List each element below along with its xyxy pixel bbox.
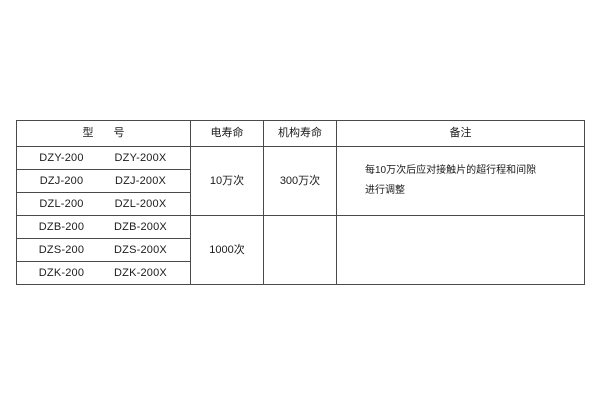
table-row: DZJ-200 DZJ-200X [16, 169, 585, 193]
model-pair: DZB-200 DZB-200X [17, 216, 190, 238]
cell-model: DZJ-200 DZJ-200X [16, 169, 191, 193]
cell-model: DZS-200 DZS-200X [16, 238, 191, 262]
spec-table-container: 型号 电寿命 机构寿命 备注 DZY-200 DZY-200X 10万次 [16, 120, 585, 285]
cell-model: DZB-200 DZB-200X [16, 215, 191, 239]
model-code-variant: DZS-200X [114, 243, 167, 256]
cell-electrical-life-group-2: 1000次 [190, 215, 264, 285]
model-code-primary: DZS-200 [38, 243, 85, 256]
header-cell-model: 型号 [16, 120, 191, 147]
model-pair: DZK-200 DZK-200X [17, 262, 190, 284]
model-pair: DZY-200 DZY-200X [17, 147, 190, 169]
table-row: DZS-200 DZS-200X [16, 238, 585, 262]
header-label-model: 型号 [83, 127, 125, 139]
table-header-row: 型号 电寿命 机构寿命 备注 [16, 120, 585, 147]
table-row: DZL-200 DZL-200X [16, 192, 585, 216]
table-row: DZK-200 DZK-200X [16, 261, 585, 285]
model-code-variant: DZB-200X [114, 220, 167, 233]
model-code-primary: DZB-200 [38, 220, 85, 233]
relay-specification-table: 型号 电寿命 机构寿命 备注 DZY-200 DZY-200X 10万次 [16, 120, 585, 285]
header-cell-electrical-life: 电寿命 [190, 120, 264, 147]
model-pair: DZL-200 DZL-200X [17, 193, 190, 215]
header-cell-remark: 备注 [336, 120, 585, 147]
model-pair: DZJ-200 DZJ-200X [17, 170, 190, 192]
table-row: DZY-200 DZY-200X 10万次 300万次 每10万次后应对接触片的… [16, 146, 585, 216]
model-code-variant: DZL-200X [114, 197, 167, 210]
cell-remark-group-1: 每10万次后应对接触片的超行程和间隙 进行调整 [336, 146, 585, 216]
model-code-primary: DZK-200 [38, 266, 85, 279]
model-code-variant: DZK-200X [114, 266, 167, 279]
cell-model: DZY-200 DZY-200X [16, 146, 191, 170]
cell-mechanical-life-group-2 [263, 215, 337, 285]
model-code-variant: DZJ-200X [114, 174, 167, 187]
cell-model: DZK-200 DZK-200X [16, 261, 191, 285]
cell-remark-group-2 [336, 215, 585, 285]
remark-line-1: 每10万次后应对接触片的超行程和间隙 [365, 165, 537, 176]
remark-line-2: 进行调整 [365, 185, 405, 196]
model-code-primary: DZL-200 [39, 197, 84, 210]
header-cell-mechanical-life: 机构寿命 [263, 120, 337, 147]
cell-model: DZL-200 DZL-200X [16, 192, 191, 216]
header-model-char-2: 号 [113, 127, 125, 140]
model-pair: DZS-200 DZS-200X [17, 239, 190, 261]
remark-text-block: 每10万次后应对接触片的超行程和间隙 进行调整 [337, 157, 584, 205]
header-model-char-1: 型 [82, 127, 94, 140]
model-code-variant: DZY-200X [114, 151, 167, 164]
table-row: DZB-200 DZB-200X 1000次 [16, 215, 585, 285]
cell-electrical-life-group-1: 10万次 [190, 146, 264, 216]
model-code-primary: DZY-200 [39, 151, 84, 164]
model-code-primary: DZJ-200 [39, 174, 84, 187]
cell-mechanical-life-group-1: 300万次 [263, 146, 337, 216]
